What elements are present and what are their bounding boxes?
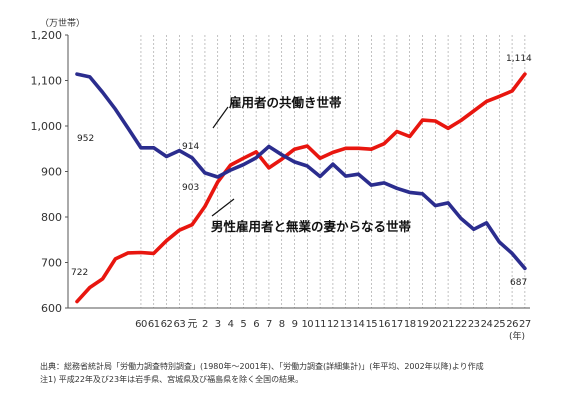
- x-axis-ticks: 60 61 62 63 元 2 3 4 5 6 7 8 9 10 11 12 13 14 15 16 17 18 19 20 2…: [135, 319, 531, 330]
- annotation-dual-income: 雇用者の共働き世帯: [229, 95, 342, 110]
- x-tick-label: 61: [148, 319, 160, 330]
- x-tick-label: 7: [266, 319, 272, 330]
- x-tick-label: 60: [135, 319, 147, 330]
- annotation-single-income-arrow: [211, 198, 235, 217]
- annotation-single-income: 男性雇用者と無業の妻からなる世帯: [211, 219, 412, 234]
- data-label-dual-1992: 914: [182, 142, 199, 152]
- data-label-male-start: 952: [77, 134, 94, 144]
- y-tick-label: 900: [41, 166, 62, 179]
- x-tick-label: 10: [301, 319, 313, 330]
- data-label-male-end: 687: [510, 278, 527, 288]
- x-tick-label: 22: [455, 319, 467, 330]
- x-tick-label: 20: [429, 319, 441, 330]
- y-axis-ticks: 600 700 800 900 1,000 1,100 1,200: [31, 29, 68, 315]
- x-tick-label: 27: [519, 319, 531, 330]
- x-tick-label: 12: [327, 319, 339, 330]
- x-tick-label: 17: [391, 319, 403, 330]
- source-note: 出典：総務省統計局「労働力調査特別調査」(1980年～2001年)、「労働力調査…: [40, 362, 484, 371]
- x-tick-label: 9: [292, 319, 298, 330]
- x-tick-label: 24: [481, 319, 493, 330]
- y-tick-label: 800: [41, 211, 62, 224]
- x-tick-label: 2: [202, 319, 208, 330]
- y-unit-label: （万世帯）: [40, 17, 85, 29]
- x-tick-label: 14: [353, 319, 365, 330]
- y-tick-label: 600: [41, 302, 62, 315]
- y-tick-label: 1,100: [31, 75, 63, 88]
- data-labels: 952 722 914 903 1,114 687: [71, 54, 532, 288]
- y-tick-label: 1,000: [31, 120, 63, 133]
- series-line-single-income: [75, 72, 527, 271]
- footnote: 注1) 平成22年及び23年は岩手県、宮城県及び福島県を除く全国の結果。: [40, 375, 304, 384]
- x-unit-label: (年): [509, 330, 525, 342]
- x-tick-label: 13: [340, 319, 352, 330]
- x-tick-label: 3: [215, 319, 221, 330]
- data-label-dual-start: 722: [71, 268, 88, 278]
- x-tick-label: 15: [365, 319, 377, 330]
- x-tick-label: 11: [314, 319, 326, 330]
- x-tick-label: 8: [279, 319, 285, 330]
- y-tick-label: 1,200: [31, 29, 63, 42]
- x-tick-label: 4: [228, 319, 234, 330]
- x-tick-label: 21: [442, 319, 454, 330]
- x-tick-label: 5: [240, 319, 246, 330]
- x-tick-label: 23: [468, 319, 480, 330]
- series-group: [75, 72, 527, 304]
- x-tick-label: 6: [253, 319, 259, 330]
- x-tick-label: 63: [173, 319, 185, 330]
- x-tick-label: 25: [493, 319, 505, 330]
- x-tick-label: 62: [161, 319, 173, 330]
- chart-grid: [140, 35, 526, 308]
- x-tick-label: 16: [378, 319, 390, 330]
- series-line-dual-income: [75, 72, 527, 304]
- data-label-dual-end: 1,114: [506, 54, 532, 64]
- data-label-male-1992: 903: [182, 183, 199, 193]
- y-tick-label: 700: [41, 257, 62, 270]
- x-tick-label: 18: [404, 319, 416, 330]
- x-tick-label: 19: [417, 319, 429, 330]
- x-tick-label: 26: [506, 319, 518, 330]
- x-tick-label: 元: [187, 319, 197, 330]
- annotation-dual-income-arrow: [212, 106, 229, 129]
